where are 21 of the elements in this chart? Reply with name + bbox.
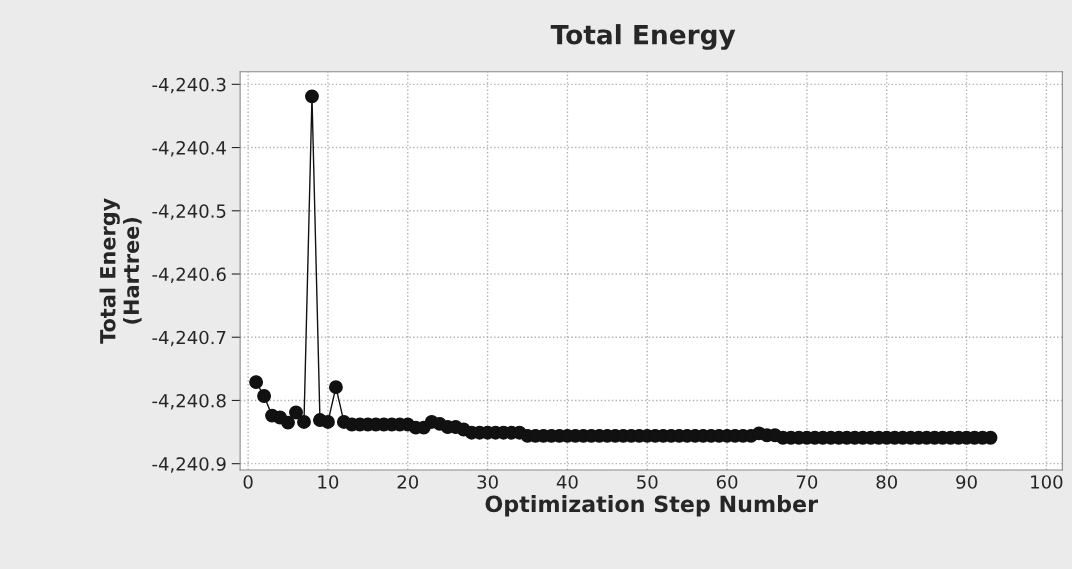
y-tick-label: -4,240.4 (152, 141, 226, 157)
x-axis-title: Optimization Step Number (485, 495, 819, 517)
chart-title: Total Energy (550, 24, 736, 50)
y-tick-label: -4,240.8 (152, 393, 226, 410)
y-tick-label: -4,240.6 (152, 267, 226, 283)
y-tick-label: -4,240.7 (152, 330, 226, 347)
x-tick-label: 30 (477, 475, 498, 489)
y-axis-title: Total Energy (Hartree) (99, 198, 142, 344)
y-tick-label: -4,240.5 (152, 204, 226, 220)
x-tick-label: 60 (716, 475, 738, 489)
x-tick-label: 90 (956, 475, 977, 489)
x-tick-label: 10 (318, 475, 339, 489)
x-tick-label: 100 (1031, 475, 1063, 489)
y-tick-label: -4,240.9 (152, 457, 226, 473)
y-tick-label: -4,240.3 (152, 77, 226, 94)
x-tick-label: 20 (397, 475, 419, 489)
x-tick-label: 40 (556, 475, 578, 489)
x-tick-label: 80 (876, 475, 898, 489)
x-tick-label: 0 (243, 475, 253, 489)
x-tick-label: 50 (637, 475, 658, 489)
x-tick-label: 70 (796, 475, 818, 489)
